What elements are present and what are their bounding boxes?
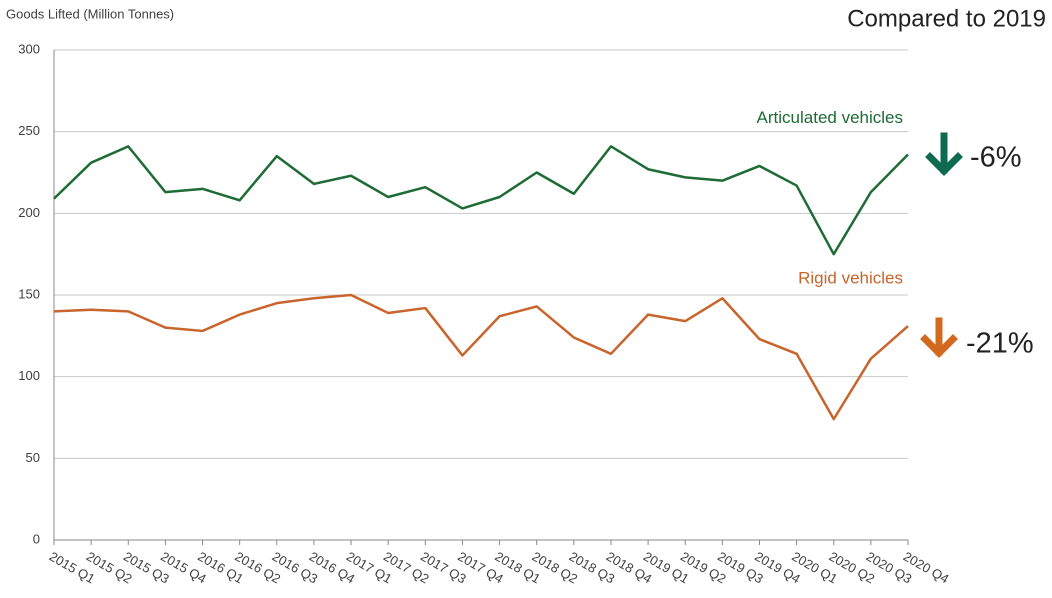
down-arrow-orange xyxy=(920,317,958,358)
y-tick-label: 50 xyxy=(26,450,40,465)
y-tick-label: 250 xyxy=(18,123,40,138)
down-arrow-green xyxy=(925,132,963,176)
y-tick-label: 200 xyxy=(18,205,40,220)
y-tick-label: 0 xyxy=(33,531,40,546)
y-tick-label: 100 xyxy=(18,368,40,383)
note: Compared to 2019 xyxy=(847,5,1046,32)
y-axis-label: Goods Lifted (Million Tonnes) xyxy=(6,6,174,21)
line xyxy=(53,145,909,256)
series-label: Articulated vehicles xyxy=(757,108,903,127)
series-label: Rigid vehicles xyxy=(798,268,903,287)
line xyxy=(53,293,909,421)
y-tick-label: 300 xyxy=(18,41,40,56)
change-label: -6% xyxy=(970,142,1022,174)
change-label: -21% xyxy=(966,328,1034,360)
y-tick-label: 150 xyxy=(18,286,40,301)
